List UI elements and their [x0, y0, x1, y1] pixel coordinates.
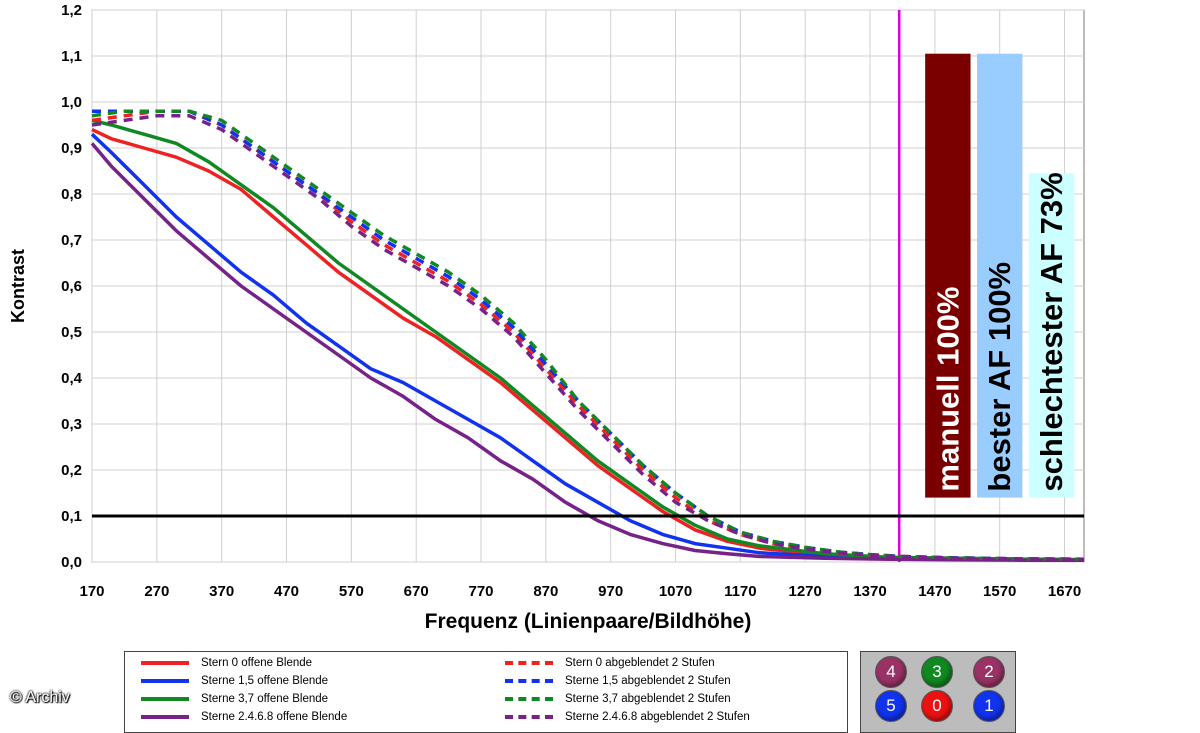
bar-label: bester AF 100% [982, 262, 1017, 492]
y-tick-label: 0,5 [61, 324, 82, 341]
legend-swatch [141, 697, 189, 701]
series-line [91, 109, 1085, 561]
bar-label: schlechtester AF 73% [1034, 172, 1069, 491]
x-tick-label: 170 [79, 583, 104, 600]
legend-swatch [505, 715, 553, 719]
x-tick-label: 870 [533, 583, 558, 600]
copyright-text: © Archiv [10, 689, 70, 706]
y-axis-label: Kontrast [8, 249, 28, 323]
legend-swatch [505, 661, 553, 665]
legend-swatch [141, 661, 189, 665]
x-tick-label: 570 [339, 583, 364, 600]
legend-item: Sterne 3,7 abgeblendet 2 Stufen [505, 690, 731, 708]
legend-label: Sterne 3,7 offene Blende [201, 693, 329, 705]
marker-circle: 5 [875, 690, 907, 722]
y-tick-label: 0,4 [61, 370, 83, 387]
legend-swatch [505, 697, 553, 701]
x-tick-label: 1470 [918, 583, 951, 600]
legend-label: Stern 0 offene Blende [201, 657, 313, 669]
y-tick-label: 0,0 [61, 554, 82, 571]
x-tick-label: 670 [404, 583, 429, 600]
legend-item: Sterne 1,5 abgeblendet 2 Stufen [505, 672, 731, 690]
marker-circle: 1 [973, 690, 1005, 722]
x-tick-label: 1170 [724, 583, 757, 600]
y-tick-label: 0,9 [61, 140, 82, 157]
y-tick-label: 0,3 [61, 416, 82, 433]
marker-circle: 2 [973, 656, 1005, 688]
x-tick-label: 470 [274, 583, 299, 600]
legend-label: Sterne 3,7 abgeblendet 2 Stufen [565, 693, 731, 705]
mtf-chart: manuell 100% bester AF 100% schlechtester … [8, 2, 1085, 633]
y-tick-label: 0,2 [61, 462, 82, 479]
x-tick-label: 770 [469, 583, 494, 600]
series-line [90, 142, 1084, 562]
legend-item: Sterne 2.4.6.8 abgeblendet 2 Stufen [505, 708, 750, 726]
y-tick-label: 0,6 [61, 278, 82, 295]
x-tick-label: 1270 [789, 583, 822, 600]
legend-label: Sterne 2.4.6.8 offene Blende [201, 711, 348, 723]
bar [925, 53, 971, 498]
bar [1028, 173, 1075, 498]
y-tick-label: 1,1 [61, 48, 82, 65]
x-axis-label: Frequenz (Linienpaare/Bildhöhe) [425, 610, 752, 633]
bar [977, 53, 1023, 498]
legend-swatch [141, 715, 189, 719]
x-tick-label: 1570 [983, 583, 1016, 600]
x-tick-label: 270 [144, 583, 169, 600]
y-tick-label: 1,0 [61, 94, 82, 111]
legend: Stern 0 offene Blende Sterne 1,5 offene B… [124, 651, 848, 733]
legend-item: Stern 0 abgeblendet 2 Stufen [505, 654, 715, 672]
legend-item: Stern 0 offene Blende [141, 654, 312, 672]
y-tick-label: 1,2 [61, 2, 82, 19]
marker-circle: 4 [875, 656, 907, 688]
x-tick-label: 1070 [659, 583, 692, 600]
legend-item: Sterne 3,7 offene Blende [141, 690, 328, 708]
legend-item: Sterne 1,5 offene Blende [141, 672, 328, 690]
legend-label: Sterne 1,5 abgeblendet 2 Stufen [565, 675, 731, 687]
legend-swatch [141, 679, 189, 683]
y-tick-label: 0,7 [61, 232, 82, 249]
marker-circle: 0 [921, 690, 953, 722]
legend-swatch [505, 679, 553, 683]
x-tick-label: 370 [209, 583, 234, 600]
bar-label: manuell 100% [930, 287, 965, 492]
y-tick-label: 0,8 [61, 186, 82, 203]
series-line [90, 132, 1085, 562]
x-tick-label: 1670 [1048, 583, 1081, 600]
y-tick-label: 0,1 [61, 508, 82, 525]
legend-label: Sterne 1,5 offene Blende [201, 675, 329, 687]
x-tick-label: 1370 [853, 583, 886, 600]
legend-label: Stern 0 abgeblendet 2 Stufen [565, 657, 715, 669]
series-line [91, 118, 1085, 562]
marker-circle: 3 [921, 656, 953, 688]
legend-item: Sterne 2.4.6.8 offene Blende [141, 708, 347, 726]
legend-label: Sterne 2.4.6.8 abgeblendet 2 Stufen [565, 711, 750, 723]
x-tick-label: 970 [598, 583, 623, 600]
